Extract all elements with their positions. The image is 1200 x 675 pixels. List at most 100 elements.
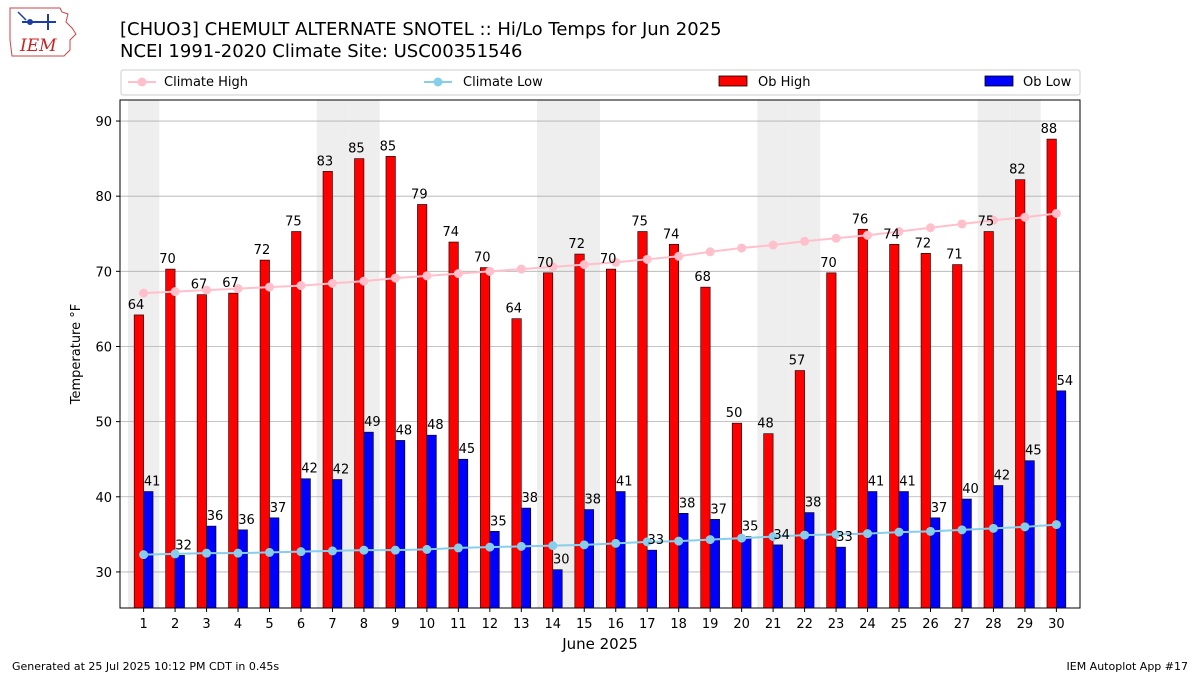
climate-low-point: [957, 525, 967, 535]
ob-high-value-label: 85: [348, 142, 365, 157]
ob-low-bar: [300, 478, 311, 609]
x-tick-label: 29: [1017, 617, 1034, 632]
y-axis: 30 40 50 60 70 80 90: [95, 115, 120, 581]
ob-high-bar: [196, 294, 207, 609]
ob-high-value-label: 70: [820, 256, 837, 271]
ob-high-bar: [511, 318, 522, 609]
y-tick-label: 70: [95, 265, 112, 280]
climate-low-point: [359, 545, 369, 555]
ob-high-bar: [920, 253, 931, 609]
footer-generated: Generated at 25 Jul 2025 10:12 PM CDT in…: [12, 660, 279, 673]
ob-high-bar: [826, 272, 837, 609]
climate-low-point: [831, 529, 841, 539]
ob-high-value-label: 72: [568, 237, 585, 252]
legend-item-climate-high: Climate High: [128, 75, 248, 90]
ob-high-value-label: 70: [600, 252, 617, 267]
ob-low-bar: [395, 440, 406, 609]
ob-high-value-label: 67: [191, 278, 208, 293]
ob-low-bar: [898, 491, 909, 609]
ob-high-value-label: 57: [789, 354, 806, 369]
ob-low-value-label: 41: [899, 475, 916, 490]
climate-high-point: [327, 278, 337, 288]
ob-low-bar: [615, 491, 626, 609]
x-tick-label: 13: [513, 617, 530, 632]
ob-high-value-label: 70: [159, 252, 176, 267]
climate-high-point: [202, 285, 212, 295]
ob-low-value-label: 38: [522, 491, 539, 506]
climate-low-point: [894, 527, 904, 537]
x-tick-label: 19: [702, 617, 719, 632]
legend-label-climate-low: Climate Low: [463, 75, 543, 90]
ob-low-bar: [1024, 460, 1035, 609]
ob-high-bar: [543, 272, 554, 609]
x-tick-label: 18: [670, 617, 687, 632]
ob-low-bar: [521, 507, 532, 609]
ob-high-bar: [731, 422, 742, 609]
ob-high-value-label: 67: [222, 276, 239, 291]
chart-subtitle: NCEI 1991-2020 Climate Site: USC00351546: [120, 41, 522, 62]
ob-high-bar: [385, 156, 396, 609]
x-tick-label: 10: [419, 617, 436, 632]
ob-high-bar: [794, 370, 805, 609]
ob-high-bar: [322, 171, 333, 609]
climate-high-point: [988, 215, 998, 225]
ob-low-bar: [804, 512, 815, 609]
x-tick-label: 5: [265, 617, 273, 632]
ob-high-bar: [637, 231, 648, 609]
climate-low-point: [768, 532, 778, 542]
x-tick-label: 16: [607, 617, 624, 632]
climate-low-point: [516, 541, 526, 551]
ob-low-bar: [174, 555, 185, 609]
climate-low-point: [988, 523, 998, 533]
ob-low-bar: [678, 513, 689, 609]
legend-label-ob-low: Ob Low: [1023, 75, 1072, 90]
climate-high-line: [143, 212, 1057, 295]
ob-low-value-label: 35: [490, 514, 507, 529]
ob-high-value-label: 68: [694, 270, 711, 285]
x-tick-label: 1: [139, 617, 147, 632]
ob-low-value-label: 37: [270, 501, 287, 516]
ob-low-value-label: 37: [931, 501, 948, 516]
x-tick-label: 11: [450, 617, 467, 632]
climate-low-point: [265, 547, 275, 557]
x-tick-label: 8: [360, 617, 368, 632]
climate-low-point: [1020, 522, 1030, 532]
climate-high-point: [296, 281, 306, 291]
ob-low-value-label: 41: [144, 475, 161, 490]
ob-low-value-label: 36: [207, 509, 224, 524]
climate-low-point: [327, 546, 337, 556]
x-tick-label: 21: [765, 617, 782, 632]
climate-high-point: [642, 254, 652, 264]
ob-high-value-label: 50: [726, 406, 743, 421]
climate-high-point: [390, 273, 400, 283]
climate-low-point: [485, 542, 495, 552]
ob-low-value-label: 41: [616, 475, 633, 490]
ob-low-bar: [1056, 390, 1067, 609]
climate-high-point: [831, 233, 841, 243]
climate-low-point: [705, 535, 715, 545]
ob-low-value-label: 42: [994, 469, 1011, 484]
ob-low-value-label: 42: [333, 462, 350, 477]
ob-high-value-label: 82: [1009, 163, 1026, 178]
ob-high-value-label: 48: [757, 417, 774, 432]
ob-low-bar: [867, 491, 878, 609]
ob-high-value-label: 83: [317, 154, 334, 169]
climate-low-point: [170, 549, 180, 559]
ob-low-bar: [709, 519, 720, 609]
climate-low-point: [611, 538, 621, 548]
ob-high-bar: [448, 241, 459, 609]
ob-low-bar: [206, 525, 217, 609]
climate-high-point: [453, 269, 463, 279]
climate-low-point: [737, 533, 747, 543]
gridlines: [120, 120, 1080, 573]
ob-low-bar: [835, 546, 846, 609]
ob-low-value-label: 40: [962, 482, 979, 497]
climate-low-point: [296, 547, 306, 557]
ob-low-value-label: 41: [868, 475, 885, 490]
ob-high-bar: [605, 268, 617, 609]
legend-label-ob-high: Ob High: [758, 75, 811, 90]
climate-low-point: [1051, 520, 1061, 530]
climate-lines: [139, 208, 1061, 560]
ob-high-bar: [1015, 179, 1026, 609]
